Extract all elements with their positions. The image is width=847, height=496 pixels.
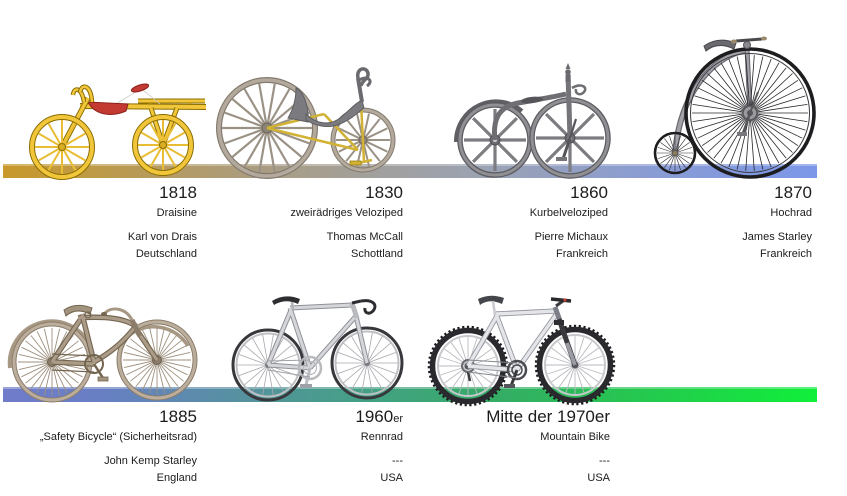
handlebar bbox=[550, 297, 572, 308]
year-text: 1860 bbox=[570, 183, 608, 202]
drivetrain bbox=[466, 359, 528, 388]
timeline-entry-1830: 1830 zweirädriges Veloziped Thomas McCal… bbox=[123, 183, 403, 264]
timeline-bar-row1 bbox=[3, 164, 817, 178]
frame bbox=[491, 91, 567, 141]
timeline-bar-row2 bbox=[3, 387, 817, 402]
entry-country: USA bbox=[587, 472, 610, 484]
cranks bbox=[556, 118, 578, 161]
entry-creator: Karl von Drais bbox=[127, 230, 197, 243]
seat-sweep bbox=[305, 99, 365, 127]
handlebar bbox=[103, 307, 134, 321]
entry-name: Kurbelveloziped bbox=[529, 207, 608, 219]
timeline-entry-1818: 1818 Draisine Karl von Drais Deutschland bbox=[0, 183, 197, 264]
timeline-entry-1960er: 1960er Rennrad --- USA bbox=[123, 407, 403, 488]
entry-creator: James Starley bbox=[742, 230, 812, 243]
entry-name: zweirädriges Veloziped bbox=[290, 207, 403, 219]
balance-board bbox=[130, 83, 150, 93]
front-wheel bbox=[29, 114, 95, 180]
timeline-entry-1885: 1885 „Safety Bicycle“ (Sicherheitsrad) J… bbox=[0, 407, 197, 488]
cranks bbox=[737, 91, 759, 136]
draisine-illustration bbox=[29, 83, 207, 180]
entry-name: Mountain Bike bbox=[540, 431, 610, 443]
entry-year: 1960er bbox=[123, 407, 403, 429]
entry-year: 1860 bbox=[328, 183, 608, 205]
safety-bicycle-illustration bbox=[7, 304, 198, 403]
entry-name: „Safety Bicycle“ (Sicherheitsrad) bbox=[39, 431, 197, 443]
seat-panel bbox=[287, 87, 309, 123]
pedal bbox=[349, 160, 362, 166]
rear-wheel bbox=[216, 77, 318, 179]
rear-wheel bbox=[132, 114, 194, 176]
entry-creator: Thomas McCall bbox=[326, 230, 403, 243]
entry-year: 1830 bbox=[123, 183, 403, 205]
entry-country: Frankreich bbox=[760, 248, 812, 260]
year-text: 1870 bbox=[774, 183, 812, 202]
saddle bbox=[63, 304, 93, 317]
entry-country: Frankreich bbox=[556, 248, 608, 260]
entry-country: Schottland bbox=[351, 248, 403, 260]
drop-handlebar bbox=[351, 299, 377, 315]
kurbelveloziped-illustration bbox=[453, 63, 611, 179]
entry-year: 1885 bbox=[0, 407, 197, 429]
timeline-entry-1870: 1870 Hochrad James Starley Frankreich bbox=[532, 183, 812, 264]
saddle bbox=[703, 39, 737, 52]
saddle bbox=[272, 296, 300, 305]
head-scroll bbox=[571, 84, 587, 96]
entry-country: England bbox=[156, 472, 197, 484]
entry-name: Hochrad bbox=[770, 207, 812, 219]
year-text: Mitte der 1970er bbox=[486, 407, 610, 426]
velocipede-1830-illustration bbox=[216, 67, 396, 179]
suspension-fork bbox=[554, 318, 578, 366]
entry-creator: Pierre Michaux bbox=[534, 230, 608, 243]
year-text: 1960 bbox=[355, 407, 394, 426]
rennrad-illustration bbox=[231, 296, 404, 402]
finial bbox=[565, 63, 571, 82]
saddle bbox=[521, 96, 543, 104]
handlebar bbox=[731, 36, 767, 49]
timeline-entry-1860: 1860 Kurbelveloziped Pierre Michaux Fran… bbox=[328, 183, 608, 264]
year-text: 1830 bbox=[365, 183, 403, 202]
mountain-bike-illustration bbox=[427, 295, 616, 407]
entry-creator: John Kemp Starley bbox=[104, 454, 197, 467]
entry-creator: --- bbox=[392, 454, 403, 467]
rear-wheel bbox=[653, 131, 697, 175]
entry-name: Draisine bbox=[156, 207, 197, 219]
entry-creator: --- bbox=[599, 454, 610, 467]
saddle bbox=[478, 295, 504, 305]
entry-name: Rennrad bbox=[360, 431, 403, 443]
year-suffix: er bbox=[393, 413, 403, 425]
saddle-spring bbox=[84, 311, 92, 319]
entry-year: 1818 bbox=[0, 183, 197, 205]
handlebar bbox=[356, 67, 372, 103]
drivetrain bbox=[51, 353, 109, 382]
rear-fender bbox=[7, 319, 92, 369]
drivetrain bbox=[267, 355, 323, 388]
entry-year: Mitte der 1970er bbox=[330, 407, 610, 429]
entry-country: Deutschland bbox=[135, 248, 197, 260]
timeline-entry-1970er: Mitte der 1970er Mountain Bike --- USA bbox=[330, 407, 610, 488]
year-text: 1818 bbox=[159, 183, 197, 202]
head-tube bbox=[552, 306, 563, 322]
head-tube bbox=[129, 318, 143, 338]
seat-cushion bbox=[87, 101, 129, 115]
head-tube bbox=[349, 302, 360, 319]
hochrad-illustration bbox=[653, 36, 816, 179]
year-text: 1885 bbox=[159, 407, 197, 426]
entry-year: 1870 bbox=[532, 183, 812, 205]
entry-country: USA bbox=[380, 472, 403, 484]
